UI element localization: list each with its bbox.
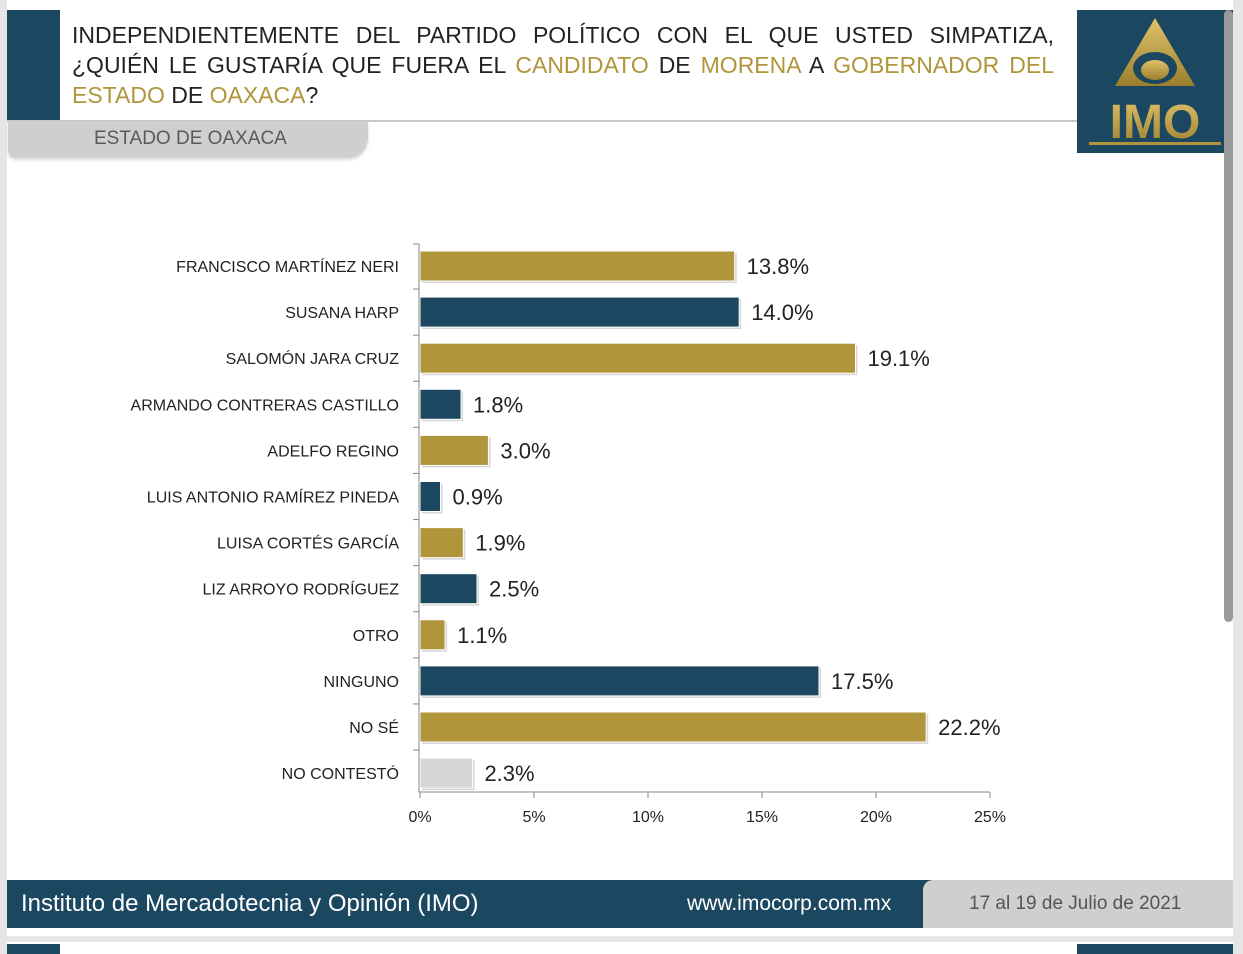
footer-date: 17 al 19 de Julio de 2021 [969,893,1182,914]
x-tick-label: 10% [632,809,664,826]
value-label: 22.2% [938,715,1000,740]
bar [419,342,856,374]
category-label: SUSANA HARP [285,305,399,322]
category-label: NO SÉ [349,718,399,737]
value-label: 17.5% [831,669,893,694]
title-highlight: MORENA [700,52,801,78]
footer-date-box: 17 al 19 de Julio de 2021 [923,880,1233,928]
imo-logo: IMO [1077,10,1233,153]
title-text: DE [164,82,210,108]
category-label: FRANCISCO MARTÍNEZ NERI [176,257,399,276]
category-label: OTRO [353,628,399,645]
x-tick-label: 20% [860,809,892,826]
x-tick-label: 0% [408,809,431,826]
bar [419,573,478,605]
title-highlight: GOBERNADOR DEL ESTADO [72,52,1054,108]
category-label: NO CONTESTÓ [282,764,399,783]
x-tick-label: 25% [974,809,1006,826]
imo-logo-icon: IMO [1089,18,1221,149]
category-label: LIZ ARROYO RODRÍGUEZ [203,580,400,599]
category-label: ADELFO REGINO [267,443,399,460]
value-label: 13.8% [747,254,809,279]
title-text: A [800,52,834,78]
category-label: LUIS ANTONIO RAMÍREZ PINEDA [147,488,400,507]
value-label: 2.5% [489,577,539,602]
question-title: INDEPENDIENTEMENTE DEL PARTIDO POLÍTICO … [72,20,1054,110]
value-label: 14.0% [751,300,813,325]
scrollbar[interactable] [1224,10,1233,622]
value-label: 1.9% [475,531,525,556]
bar [419,665,820,697]
title-text: INDEPENDIENTEMENTE DEL PARTIDO POLÍTICO … [72,22,1054,78]
region-label: ESTADO DE OAXACA [94,128,287,149]
title-text: DE [648,52,701,78]
next-slide-preview [7,942,1233,954]
category-label: LUISA CORTÉS GARCÍA [217,534,399,553]
bar [419,527,464,559]
value-label: 0.9% [453,485,503,510]
footer-organization: Instituto de Mercadotecnia y Opinión (IM… [21,890,479,917]
footer-url[interactable]: www.imocorp.com.mx [687,892,892,915]
category-label: ARMANDO CONTRERAS CASTILLO [131,397,399,414]
title-text: ? [305,82,319,108]
value-label: 19.1% [867,346,929,371]
bar [419,757,473,789]
bar [419,711,927,743]
title-highlight: CANDIDATO [515,52,649,78]
x-tick-label: 15% [746,809,778,826]
bar [419,250,736,282]
category-label: SALOMÓN JARA CRUZ [226,349,400,368]
bar [419,296,740,328]
bar [419,619,446,651]
value-label: 1.1% [457,623,507,648]
bar [419,388,462,420]
header-accent-bar [7,10,60,120]
x-tick-label: 5% [522,809,545,826]
value-label: 2.3% [484,761,534,786]
logo-text: IMO [1110,96,1201,149]
title-divider [7,120,1077,122]
bar [419,481,442,512]
title-highlight: OAXACA [209,82,306,108]
value-label: 1.8% [473,392,523,417]
region-tab: ESTADO DE OAXACA [8,121,368,158]
category-label: NINGUNO [323,674,399,691]
footer: Instituto de Mercadotecnia y Opinión (IM… [7,880,1233,928]
bar [419,434,489,466]
value-label: 3.0% [500,438,550,463]
